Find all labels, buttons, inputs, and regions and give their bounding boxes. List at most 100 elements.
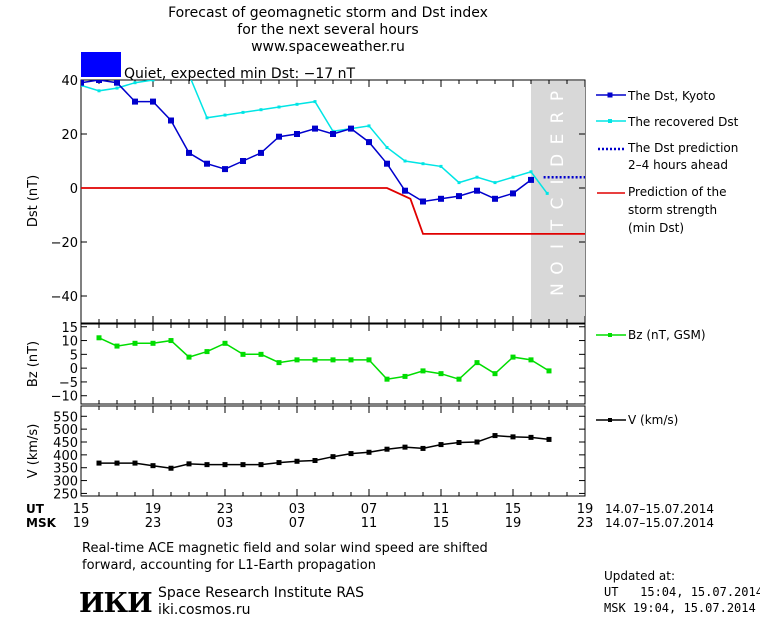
dst-kyoto-series-point xyxy=(510,190,516,197)
prediction-letter: P xyxy=(548,91,568,101)
v-series-point xyxy=(510,434,516,440)
recovered-dst-series-point xyxy=(241,110,245,114)
v-series-point xyxy=(384,446,390,452)
msk-tick-label: 19 xyxy=(505,516,522,531)
footnote-line-2: forward, accounting for L1-Earth propaga… xyxy=(82,558,376,573)
ut-label: UT xyxy=(26,502,45,516)
bz-series-point xyxy=(168,338,174,344)
y-tick-label: 250 xyxy=(53,487,78,502)
msk-tick-label: 23 xyxy=(577,516,594,531)
org-site: iki.cosmos.ru xyxy=(158,602,250,618)
updated-label: Updated at: xyxy=(604,569,675,583)
legend-storm-label-2: storm strength xyxy=(628,203,717,217)
y-tick-label: 40 xyxy=(61,74,78,89)
ut-tick-label: 15 xyxy=(73,502,90,517)
bz-series-point xyxy=(240,351,246,357)
y-tick-label: −10 xyxy=(51,390,78,405)
bz-series-point xyxy=(402,373,408,379)
legend: The Dst, Kyoto The recovered Dst The Dst… xyxy=(596,89,739,427)
y-tick-label: 0 xyxy=(70,362,78,377)
org-name: Space Research Institute RAS xyxy=(158,585,364,601)
dst-kyoto-series-point xyxy=(258,149,264,156)
dst-kyoto-series-point xyxy=(312,125,318,132)
dst-kyoto-series-point xyxy=(132,98,138,105)
dst-kyoto-series-point xyxy=(294,131,300,137)
dst-kyoto-series-point xyxy=(492,195,498,202)
y-tick-label: −20 xyxy=(51,236,78,251)
bz-series-point xyxy=(510,354,516,360)
y-tick-label: 550 xyxy=(53,410,78,425)
y-tick-label: 15 xyxy=(61,321,78,336)
y-tick-label: 5 xyxy=(70,348,78,363)
bz-series-point xyxy=(456,376,462,382)
bz-series-point xyxy=(96,335,102,341)
legend-dst-label: The Dst, Kyoto xyxy=(627,89,715,103)
recovered-dst-series-point xyxy=(223,113,227,117)
msk-tick-label: 15 xyxy=(433,516,450,531)
v-series-point xyxy=(456,440,462,446)
legend-recovered-marker xyxy=(608,119,612,123)
v-series-point xyxy=(186,461,192,467)
v-series-point xyxy=(420,445,426,451)
recovered-dst-series-point xyxy=(295,102,299,106)
legend-prediction-label-1: The Dst prediction xyxy=(627,141,738,155)
recovered-dst-series-point xyxy=(475,175,479,179)
recovered-dst-series-point xyxy=(133,81,137,85)
v-series-point xyxy=(312,458,318,464)
bz-series-point xyxy=(330,357,336,363)
v-series-point xyxy=(492,433,498,439)
footnote-line-1: Real-time ACE magnetic field and solar w… xyxy=(82,541,488,556)
prediction-letter: D xyxy=(548,154,568,167)
msk-tick-label: 11 xyxy=(361,516,378,531)
bz-series-point xyxy=(474,360,480,366)
dst-kyoto-series-point xyxy=(384,160,390,167)
chart-title: Forecast of geomagnetic storm and Dst in… xyxy=(168,5,488,21)
bz-series-point xyxy=(438,371,444,377)
v-series-point xyxy=(258,462,264,468)
y-tick-label: −40 xyxy=(51,290,78,305)
recovered-dst-series-point xyxy=(151,80,155,82)
bz-series-point xyxy=(420,368,426,374)
recovered-dst-series-point xyxy=(545,191,549,195)
v-series-point xyxy=(222,462,228,468)
ut-tick-label: 23 xyxy=(217,502,234,517)
v-series-point xyxy=(240,462,246,468)
ut-tick-label: 11 xyxy=(433,502,450,517)
msk-tick-label: 07 xyxy=(289,516,306,531)
legend-prediction-label-2: 2–4 hours ahead xyxy=(628,158,728,172)
recovered-dst-series-point xyxy=(385,146,389,149)
recovered-dst-series-point xyxy=(493,181,497,185)
prediction-letter: O xyxy=(548,261,568,274)
dst-kyoto-series-point xyxy=(204,160,210,167)
bz-series-point xyxy=(186,354,192,360)
y-tick-label: 10 xyxy=(61,335,78,350)
y-tick-label: 0 xyxy=(70,182,78,197)
v-series-point xyxy=(132,460,138,466)
bz-series-point xyxy=(366,357,372,363)
bz-series-line xyxy=(98,337,550,381)
v-series-point xyxy=(366,449,372,455)
bz-series-point xyxy=(150,340,156,346)
bz-series xyxy=(96,335,552,382)
legend-v-label: V (km/s) xyxy=(628,413,678,427)
v-series-point xyxy=(348,451,354,457)
bz-series-point xyxy=(546,368,552,374)
recovered-dst-series xyxy=(81,80,549,195)
v-series-line xyxy=(99,434,550,469)
bz-series-point xyxy=(204,349,210,355)
v-series-point xyxy=(528,434,534,440)
bz-axis-label: Bz (nT) xyxy=(26,341,41,387)
dst-kyoto-series-point xyxy=(528,176,534,183)
legend-recovered-label: The recovered Dst xyxy=(627,115,739,129)
source-url: www.spaceweather.ru xyxy=(251,39,405,55)
dst-kyoto-series xyxy=(81,80,534,205)
status-text: Quiet, expected min Dst: −17 nT xyxy=(124,66,356,82)
recovered-dst-series-point xyxy=(367,124,371,128)
dst-kyoto-series-point xyxy=(96,80,102,83)
bz-series-point xyxy=(258,351,264,357)
ut-tick-label: 15 xyxy=(505,502,522,517)
panel-bz-frame xyxy=(80,323,586,405)
dst-kyoto-series-point xyxy=(81,80,84,86)
bz-series-point xyxy=(312,357,318,363)
